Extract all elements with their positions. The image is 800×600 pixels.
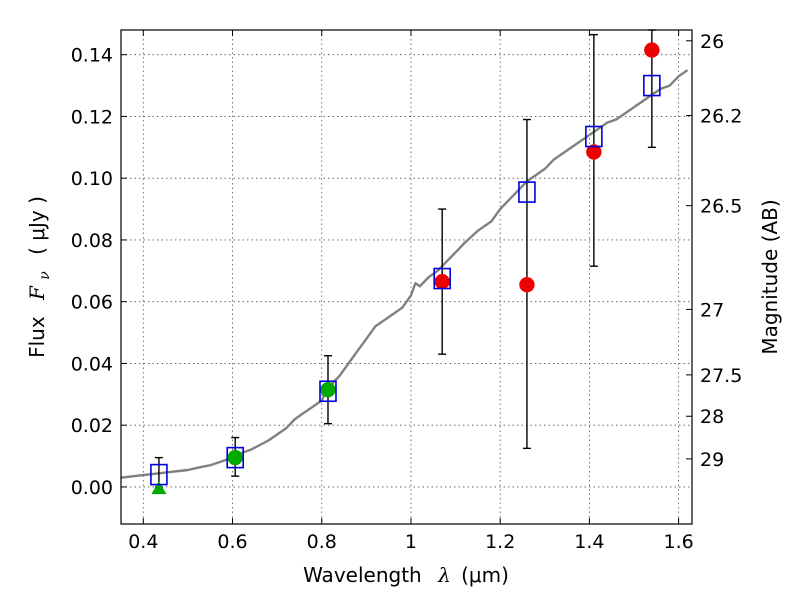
data-point-circle [320,381,336,398]
y2-tick-label: 26.2 [700,106,742,128]
y-tick-label: 0.12 [71,106,113,128]
x-tick-label: 0.6 [217,531,247,553]
x-tick-label: 1.6 [664,531,694,553]
data-point-circle [644,42,660,58]
upper-limit-triangle [151,480,167,495]
y-tick-label: 0.06 [71,292,113,314]
x-tick-label: 1.2 [485,531,515,553]
data-point-circle [586,144,602,160]
data-point-circle [227,449,243,466]
x-axis-label-symbol: λ [437,563,451,587]
model-square-marker [643,74,661,97]
y2-tick-label: 29 [700,449,724,471]
data-markers [150,42,661,495]
axis-ticks: 0.4 0.6 0.8 1 1.2 1.4 1.6 0.00 0.02 0.04 0.06 0.08 0… [71,30,742,553]
y2-tick-label: 27 [700,299,724,321]
x-tick-label: 1 [405,531,417,553]
data-point-circle [434,273,450,290]
x-tick-label: 0.8 [307,531,337,553]
y2-tick-label: 28 [700,406,724,428]
model-square-marker [226,446,244,469]
y-tick-label: 0.00 [71,477,113,499]
x-axis-label: Wavelength λ (μm) [303,563,509,587]
model-square-marker [433,267,451,290]
y-axis-label-symbol: F [25,285,49,301]
model-square-marker [319,380,337,403]
x-tick-label: 0.4 [128,531,158,553]
model-square-marker [518,181,536,203]
grid [121,30,692,524]
y-axis-label-unit: ( μJy ) [25,196,49,255]
y2-tick-label: 27.5 [700,365,742,387]
x-tick-label: 1.4 [574,531,604,553]
y-tick-label: 0.08 [71,230,113,252]
y-axis-label-subscript: ν [37,271,53,280]
y-tick-label: 0.10 [71,168,113,190]
y-tick-label: 0.04 [71,353,113,375]
y2-tick-label: 26.5 [700,196,742,218]
model-square-marker [150,463,168,486]
y2-axis-label: Magnitude (AB) [758,199,782,354]
plot-background [121,30,692,524]
y2-tick-label: 26 [700,31,724,53]
y-tick-label: 0.02 [71,415,113,437]
plot-frame [120,29,693,525]
y-tick-label: 0.14 [71,45,113,67]
data-point-circle [519,276,535,293]
model-square-marker [585,125,603,148]
x-axis-label-prefix: Wavelength [303,563,422,587]
y-axis-label-prefix: Flux [25,316,49,358]
x-axis-label-unit: (μm) [461,563,509,587]
y-axis-label: Flux F ν ( μJy ) [25,196,54,358]
